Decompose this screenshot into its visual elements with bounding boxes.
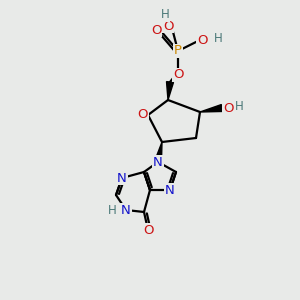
- Text: O: O: [138, 107, 148, 121]
- Text: N: N: [153, 155, 163, 169]
- Text: N: N: [165, 184, 175, 196]
- Text: O: O: [197, 34, 207, 47]
- Text: O: O: [173, 68, 183, 82]
- Text: O: O: [151, 23, 161, 37]
- Text: N: N: [121, 203, 131, 217]
- Text: O: O: [223, 101, 233, 115]
- Text: H: H: [160, 8, 169, 22]
- Text: N: N: [117, 172, 127, 184]
- Text: H: H: [214, 32, 222, 44]
- Polygon shape: [167, 82, 173, 100]
- Polygon shape: [154, 142, 162, 163]
- Text: H: H: [108, 203, 116, 217]
- Polygon shape: [200, 105, 223, 112]
- Text: O: O: [163, 20, 173, 32]
- Text: P: P: [174, 44, 182, 58]
- Text: O: O: [143, 224, 153, 236]
- Text: H: H: [235, 100, 243, 113]
